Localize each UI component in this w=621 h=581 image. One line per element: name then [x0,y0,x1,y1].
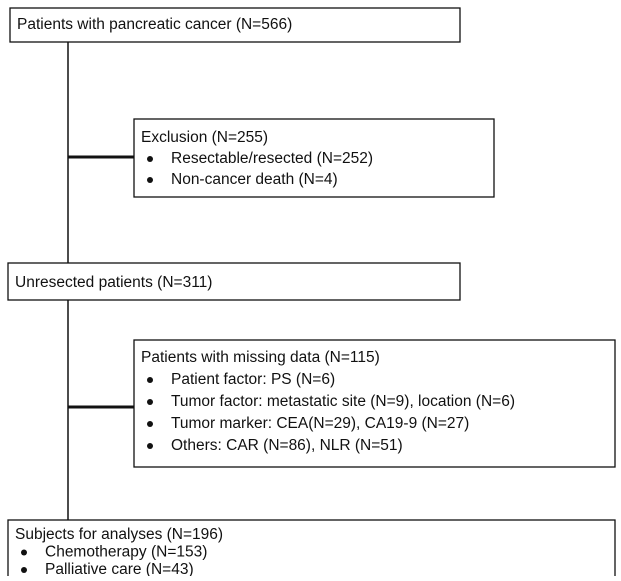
node-title: Patients with pancreatic cancer (N=566) [17,16,292,33]
bullet [21,549,27,556]
bullet [147,156,153,162]
node-title: Exclusion (N=255) [141,129,268,146]
node-box [7,519,616,581]
node-item: Tumor marker: CEA(N=29), CA19-9 (N=27) [171,415,469,432]
bullet [147,377,153,383]
bullet [147,177,153,183]
node-item: Others: CAR (N=86), NLR (N=51) [171,437,403,454]
node-title: Patients with missing data (N=115) [141,349,380,366]
bullet [147,443,153,449]
node-box [133,339,616,468]
node-item: Palliative care (N=43) [45,561,194,576]
node-box [133,118,495,198]
node-title: Subjects for analyses (N=196) [15,526,223,543]
bullet [147,421,153,427]
node-item: Patient factor: PS (N=6) [171,371,335,388]
node-item: Non-cancer death (N=4) [171,171,338,188]
bullet [21,567,27,573]
node-item: Chemotherapy (N=153) [45,544,207,561]
node-box [7,262,461,301]
node-item: Resectable/resected (N=252) [171,150,373,167]
node-title: Unresected patients (N=311) [15,274,212,291]
bullet [147,399,153,405]
node-item: Tumor factor: metastatic site (N=9), loc… [171,393,515,410]
node-box [9,7,461,43]
